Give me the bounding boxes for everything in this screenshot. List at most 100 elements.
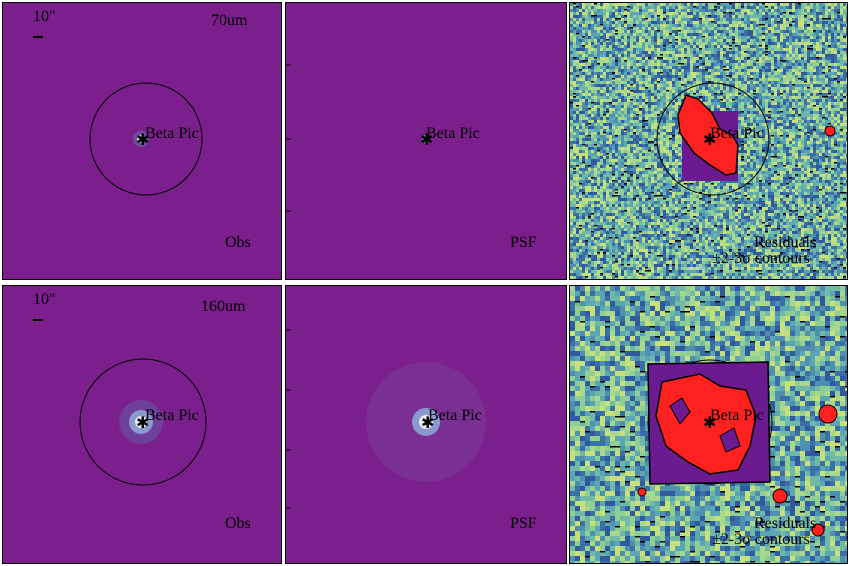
noise-cell [783, 99, 786, 102]
noise-cell [714, 72, 717, 75]
noise-cell [687, 78, 690, 81]
noise-cell [786, 129, 789, 132]
noise-cell [744, 84, 747, 87]
noise-cell [726, 78, 729, 81]
noise-cell [582, 99, 585, 102]
noise-cell [603, 21, 606, 24]
noise-cell [822, 54, 825, 57]
noise-cell [801, 81, 804, 84]
noise-cell [612, 9, 615, 12]
noise-cell [606, 126, 609, 129]
noise-cell [603, 24, 606, 27]
noise-cell [747, 132, 750, 135]
noise-cell [642, 135, 645, 138]
noise-cell [633, 63, 636, 66]
noise-cell [846, 108, 847, 111]
noise-cell [774, 18, 777, 21]
noise-cell [840, 114, 843, 117]
noise-cell [570, 21, 573, 24]
noise-cell [801, 105, 804, 108]
noise-cell [570, 3, 573, 6]
noise-cell [840, 39, 843, 42]
noise-cell [645, 39, 648, 42]
noise-cell [690, 36, 693, 39]
noise-cell [678, 150, 681, 153]
noise-cell [783, 111, 786, 114]
noise-cell [738, 81, 741, 84]
noise-cell [774, 9, 777, 12]
noise-cell [807, 51, 810, 54]
noise-cell [609, 21, 612, 24]
noise-cell [726, 9, 729, 12]
noise-cell [585, 3, 588, 6]
noise-cell [780, 42, 783, 45]
noise-cell [690, 48, 693, 51]
noise-cell [684, 72, 687, 75]
noise-cell [777, 138, 780, 141]
noise-cell [834, 54, 837, 57]
noise-cell [771, 141, 774, 144]
noise-cell [597, 153, 600, 156]
noise-cell [777, 33, 780, 36]
noise-cell [705, 27, 708, 30]
noise-cell [762, 69, 765, 72]
noise-cell [660, 108, 663, 111]
contour-fragment [822, 72, 825, 74]
noise-cell [612, 141, 615, 144]
noise-cell [681, 39, 684, 42]
noise-cell [696, 42, 699, 45]
noise-cell [579, 9, 582, 12]
noise-cell [621, 135, 624, 138]
noise-cell [597, 96, 600, 99]
noise-cell [609, 129, 612, 132]
noise-cell [675, 126, 678, 129]
noise-cell [726, 3, 729, 6]
noise-cell [786, 57, 789, 60]
noise-cell [753, 138, 756, 141]
noise-cell [732, 27, 735, 30]
noise-cell [816, 60, 819, 63]
noise-cell [765, 138, 768, 141]
noise-cell [663, 66, 666, 69]
noise-cell [804, 42, 807, 45]
noise-cell [639, 141, 642, 144]
noise-cell [585, 108, 588, 111]
noise-cell [648, 63, 651, 66]
noise-cell [576, 72, 579, 75]
noise-cell [726, 84, 729, 87]
noise-cell [582, 57, 585, 60]
noise-cell [840, 75, 843, 78]
noise-cell [576, 150, 579, 153]
noise-cell [828, 141, 831, 144]
noise-cell [711, 57, 714, 60]
noise-cell [759, 15, 762, 18]
noise-cell [837, 78, 840, 81]
noise-cell [726, 72, 729, 75]
noise-cell [762, 36, 765, 39]
noise-cell [798, 117, 801, 120]
contour-fragment [729, 3, 732, 5]
noise-cell [660, 33, 663, 36]
noise-cell [777, 30, 780, 33]
noise-cell [621, 6, 624, 9]
noise-cell [810, 21, 813, 24]
noise-cell [609, 135, 612, 138]
noise-cell [720, 60, 723, 63]
noise-cell [654, 135, 657, 138]
noise-cell [729, 90, 732, 93]
noise-cell [789, 78, 792, 81]
noise-cell [750, 51, 753, 54]
noise-cell [834, 141, 837, 144]
noise-cell [684, 30, 687, 33]
noise-cell [726, 42, 729, 45]
noise-cell [795, 51, 798, 54]
noise-cell [807, 3, 810, 6]
noise-cell [639, 138, 642, 141]
contour-fragment [822, 18, 825, 20]
noise-cell [714, 42, 717, 45]
noise-cell [789, 39, 792, 42]
noise-cell [645, 75, 648, 78]
noise-cell [729, 99, 732, 102]
noise-cell [714, 39, 717, 42]
noise-cell [765, 15, 768, 18]
